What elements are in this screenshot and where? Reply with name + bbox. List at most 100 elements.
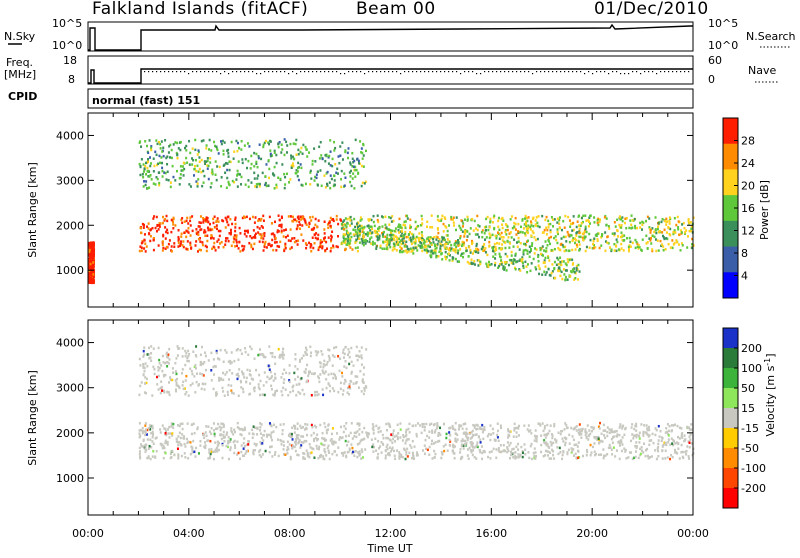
- data-cell: [386, 429, 388, 432]
- data-cell: [595, 453, 597, 456]
- data-cell: [579, 423, 581, 426]
- data-cell: [554, 248, 556, 251]
- data-cell: [345, 428, 347, 431]
- data-cell: [616, 430, 618, 433]
- data-cell: [260, 353, 262, 356]
- data-cell: [316, 391, 318, 394]
- data-cell: [595, 234, 597, 237]
- data-cell: [150, 352, 152, 355]
- data-cell: [285, 228, 287, 231]
- data-cell: [597, 233, 599, 236]
- data-cell: [671, 442, 673, 445]
- data-cell: [346, 230, 348, 233]
- data-cell: [218, 230, 220, 233]
- data-cell: [681, 432, 683, 435]
- data-cell: [184, 350, 186, 353]
- data-cell: [270, 371, 272, 374]
- data-cell: [470, 227, 472, 230]
- data-cell: [452, 445, 454, 448]
- data-cell: [247, 443, 249, 446]
- nave-dot: [196, 71, 197, 72]
- data-cell: [556, 264, 558, 267]
- data-cell: [165, 452, 167, 455]
- data-cell: [361, 238, 363, 241]
- data-cell: [246, 235, 248, 238]
- data-cell: [544, 265, 546, 268]
- data-cell: [536, 438, 538, 441]
- data-cell: [248, 186, 250, 189]
- data-cell: [500, 427, 502, 430]
- data-cell: [143, 170, 145, 173]
- data-cell: [190, 185, 192, 188]
- data-cell: [297, 428, 299, 431]
- data-cell: [425, 439, 427, 442]
- data-cell: [548, 457, 550, 460]
- data-cell: [385, 437, 387, 440]
- data-cell: [497, 231, 499, 234]
- data-cell: [195, 447, 197, 450]
- data-cell: [361, 431, 363, 434]
- data-cell: [396, 435, 398, 438]
- nave-dot: [604, 71, 605, 72]
- data-cell: [482, 246, 484, 249]
- data-cell: [333, 390, 335, 393]
- data-cell: [315, 218, 317, 221]
- data-cell: [562, 454, 564, 457]
- data-cell: [191, 373, 193, 376]
- data-cell: [398, 231, 400, 234]
- data-cell: [586, 246, 588, 249]
- data-cell: [504, 261, 506, 264]
- data-cell: [163, 391, 165, 394]
- data-cell: [577, 278, 579, 281]
- data-cell: [485, 262, 487, 265]
- data-cell: [143, 226, 145, 229]
- data-cell: [313, 456, 315, 459]
- data-cell: [343, 240, 345, 243]
- data-cell: [317, 457, 319, 460]
- data-cell: [268, 184, 270, 187]
- data-cell: [302, 389, 304, 392]
- data-cell: [209, 223, 211, 226]
- data-cell: [226, 371, 228, 374]
- data-cell: [175, 357, 177, 360]
- data-cell: [304, 371, 306, 374]
- data-cell: [182, 169, 184, 172]
- data-cell: [629, 219, 631, 222]
- data-cell: [497, 220, 499, 223]
- data-cell: [558, 431, 560, 434]
- nave-dot: [480, 73, 481, 74]
- data-cell: [259, 426, 261, 429]
- data-cell: [510, 451, 512, 454]
- data-cell: [686, 246, 688, 249]
- data-cell: [491, 450, 493, 453]
- data-cell: [337, 446, 339, 449]
- data-cell: [318, 448, 320, 451]
- data-cell: [593, 247, 595, 250]
- data-cell: [461, 443, 463, 446]
- data-cell: [266, 381, 268, 384]
- data-cell: [197, 178, 199, 181]
- data-cell: [404, 227, 406, 230]
- data-cell: [360, 354, 362, 357]
- data-cell: [171, 250, 173, 253]
- data-cell: [657, 443, 659, 446]
- data-cell: [174, 224, 176, 227]
- data-cell: [448, 224, 450, 227]
- data-cell: [290, 154, 292, 157]
- data-cell: [498, 217, 500, 220]
- data-cell: [238, 452, 240, 455]
- data-cell: [332, 377, 334, 380]
- data-cell: [205, 431, 207, 434]
- data-cell: [294, 378, 296, 381]
- data-cell: [670, 246, 672, 249]
- data-cell: [311, 424, 313, 427]
- data-cell: [282, 429, 284, 432]
- data-cell: [524, 217, 526, 220]
- data-cell: [457, 252, 459, 255]
- data-cell: [243, 216, 245, 219]
- data-cell: [490, 433, 492, 436]
- data-cell: [341, 452, 343, 455]
- data-cell: [300, 233, 302, 236]
- data-cell: [434, 245, 436, 248]
- data-cell: [292, 386, 294, 389]
